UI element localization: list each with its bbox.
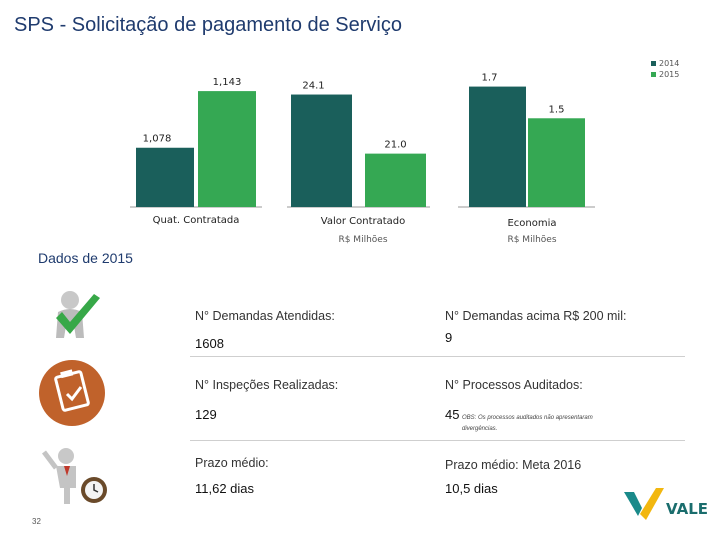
- prazo-value: 11,62 dias: [195, 481, 255, 496]
- bar-2015: [198, 91, 256, 207]
- divider-1: [190, 356, 685, 357]
- bar-2014: [136, 147, 194, 207]
- inspecoes-value: 129: [195, 407, 217, 422]
- data-label-2015: 1,143: [213, 77, 242, 88]
- auditados-label: N° Processos Auditados:: [445, 378, 583, 392]
- chart-legend: 2014 2015: [651, 58, 679, 80]
- atendidas-value: 1608: [195, 336, 224, 351]
- category-label: Valor Contratado: [321, 216, 406, 227]
- atendidas-label: N° Demandas Atendidas:: [195, 309, 335, 323]
- section-title: Dados de 2015: [38, 250, 133, 266]
- bar-2014: [469, 86, 526, 207]
- data-label-2015: 21.0: [384, 140, 406, 151]
- bar-charts: 1,078 1,143 Quat. Contratada 24.1 21.0 Valor …: [130, 73, 595, 245]
- acima-value: 9: [445, 330, 453, 345]
- category-label: Quat. Contratada: [153, 215, 240, 226]
- meta-label: Prazo médio: Meta 2016: [445, 458, 582, 472]
- data-label-2014: 24.1: [302, 81, 324, 92]
- auditados-note-line-2: divergências.: [462, 426, 498, 432]
- page-number: 32: [32, 517, 41, 526]
- auditados-note: OBS: Os processos auditados não apresent…: [462, 413, 593, 435]
- person-clock-icon: [40, 444, 112, 506]
- legend-swatch-2015: [651, 72, 656, 77]
- clipboard-icon: [37, 358, 107, 428]
- auditados-value: 45: [445, 407, 460, 422]
- category-label: Economia: [507, 218, 556, 229]
- chart-subtitle: R$ Milhões: [338, 235, 387, 245]
- divider-2: [190, 440, 685, 441]
- bar-2014: [291, 94, 352, 207]
- legend-item-2015: 2015: [651, 69, 679, 80]
- legend-label-2014: 2014: [659, 59, 680, 68]
- vale-logo-text: VALE: [666, 500, 708, 518]
- legend-label-2015: 2015: [659, 70, 680, 79]
- bar-2015: [528, 118, 585, 207]
- prazo-label: Prazo médio:: [195, 456, 269, 470]
- legend-item-2014: 2014: [651, 58, 679, 69]
- inspecoes-label: N° Inspeções Realizadas:: [195, 378, 339, 392]
- chart-subtitle: R$ Milhões: [507, 235, 556, 245]
- auditados-note-line-1: OBS: Os processos auditados não apresent…: [462, 415, 593, 421]
- data-label-2014: 1.7: [482, 73, 498, 84]
- acima-label: N° Demandas acima R$ 200 mil:: [445, 309, 627, 323]
- vale-logo: VALE: [620, 484, 712, 526]
- person-check-icon: [48, 288, 106, 348]
- data-label-2015: 1.5: [549, 104, 565, 115]
- legend-swatch-2014: [651, 61, 656, 66]
- data-label-2014: 1,078: [143, 134, 172, 145]
- slide-title: SPS - Solicitação de pagamento de Serviç…: [14, 14, 402, 36]
- meta-value: 10,5 dias: [445, 481, 498, 496]
- bar-2015: [365, 153, 426, 207]
